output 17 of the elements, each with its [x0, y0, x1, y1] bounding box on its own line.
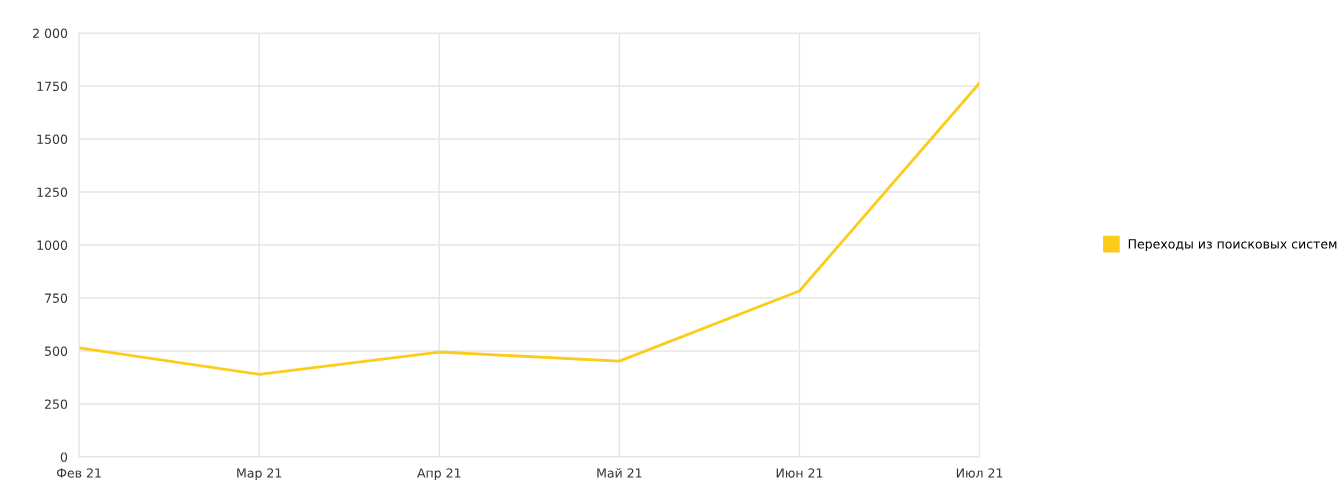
y-tick-label: 1750	[37, 81, 68, 91]
y-tick-label: 750	[45, 293, 68, 303]
y-tick-label: 500	[45, 346, 68, 356]
y-tick-label: 1500	[37, 134, 68, 144]
x-tick-label: Мар 21	[237, 468, 282, 481]
x-tick-label: Май 21	[597, 468, 642, 478]
x-tick-label: Июн 21	[776, 468, 823, 478]
y-tick-label: 1250	[37, 187, 68, 197]
x-tick-label: Фев 21	[56, 468, 101, 478]
y-tick-label: 250	[45, 399, 68, 409]
y-tick-label: 0	[60, 452, 68, 462]
line-series	[79, 81, 980, 376]
x-tick-label: Июл 21	[956, 468, 1003, 478]
y-tick-label: 2 000	[33, 28, 68, 38]
x-tick-label: Апр 21	[417, 468, 461, 481]
y-tick-label: 1000	[37, 240, 68, 250]
legend-label: Переходы из поисковых систем	[1128, 239, 1337, 252]
